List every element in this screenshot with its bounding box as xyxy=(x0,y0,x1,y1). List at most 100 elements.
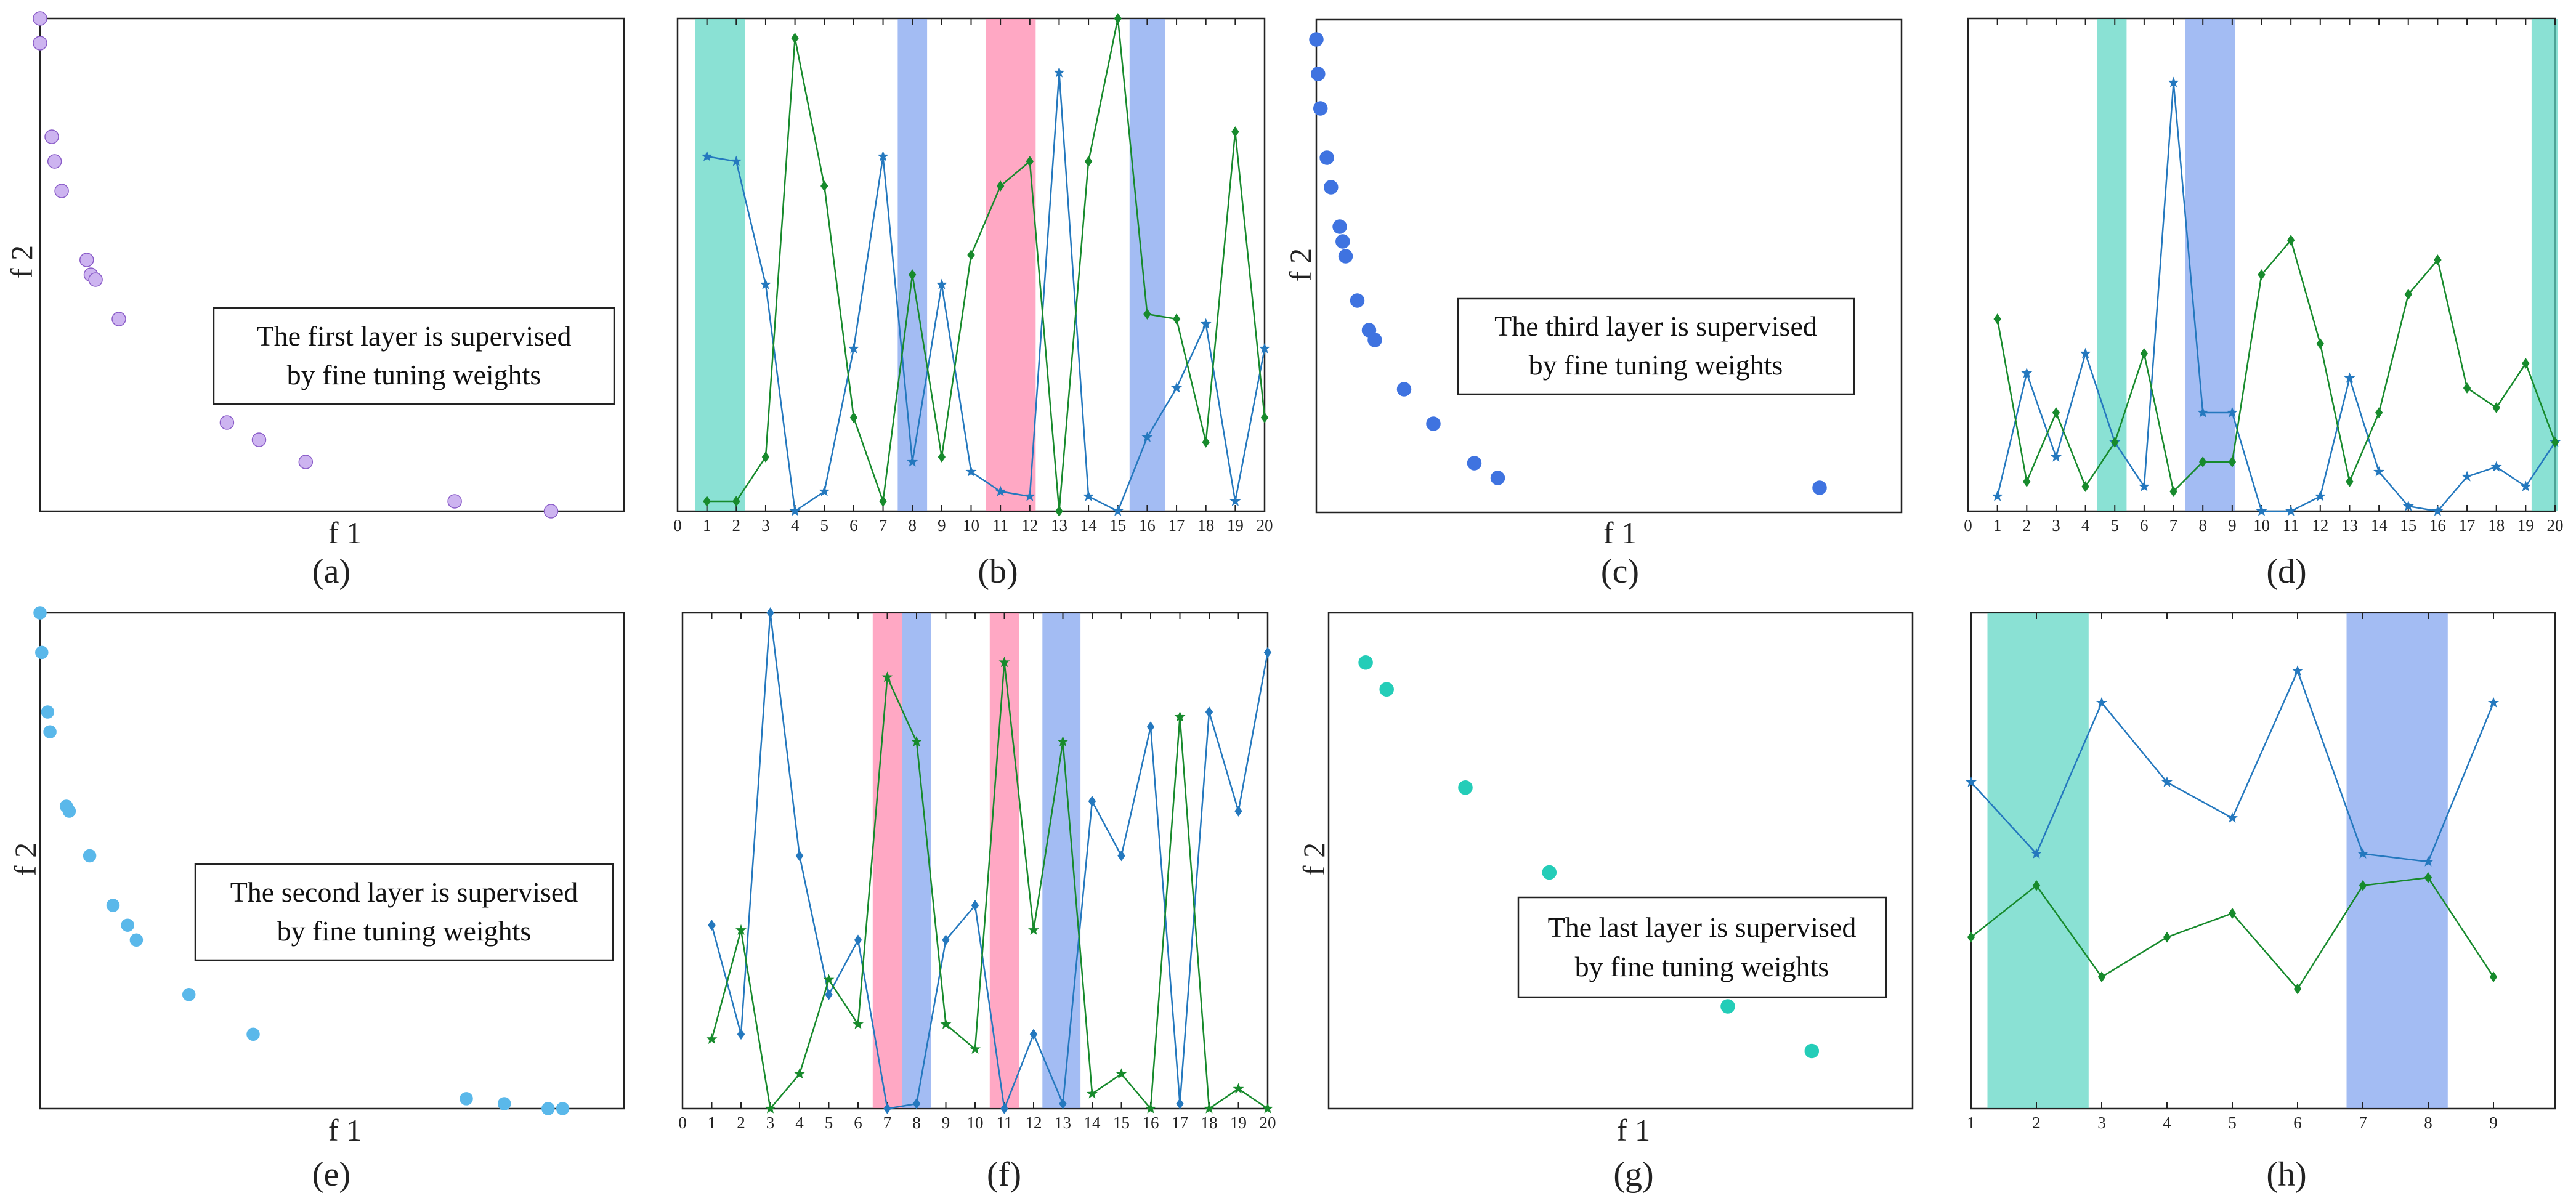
x-tick-label-15: 15 xyxy=(2400,516,2416,535)
scatter-point-15 xyxy=(541,1102,555,1115)
panel-f-line-chart: 0 1 2 3 4 5 6 7 8 9 10 11 12 13 14 15 16 17 18 19 20 (f) xyxy=(678,607,1276,1194)
series-green-point-7 xyxy=(881,671,893,682)
series-green-point-9 xyxy=(2228,456,2237,467)
x-tick-label-6: 6 xyxy=(854,1114,862,1132)
series-green-point-2 xyxy=(735,924,747,935)
panel-g-scatter: f 1 f 2 The last layer is supervised by … xyxy=(1297,612,1914,1194)
series-blue-point-3 xyxy=(759,278,771,289)
panel-e-scatter: f 1 f 2 The second layer is supervised b… xyxy=(8,606,625,1194)
series-green-point-3 xyxy=(2097,971,2106,983)
series-green-point-17 xyxy=(1174,711,1186,722)
x-tick-label-11: 11 xyxy=(992,516,1008,535)
panel-caption: (g) xyxy=(1613,1155,1653,1194)
highlight-band-1 xyxy=(872,613,902,1108)
x-tick-label-16: 16 xyxy=(2429,516,2446,535)
series-blue-point-6 xyxy=(2138,480,2150,491)
x-tick-label-15: 15 xyxy=(1109,516,1126,535)
plot-frame xyxy=(1315,18,1903,514)
annotation-line-1: The third layer is supervised xyxy=(1494,310,1817,342)
x-tick-label-4: 4 xyxy=(795,1114,804,1132)
y-axis-label: f 2 xyxy=(1297,843,1331,876)
series-blue-point-8 xyxy=(912,1098,921,1109)
scatter-point-16 xyxy=(556,1102,570,1115)
series-green-point-5 xyxy=(823,974,835,985)
scatter-point-9 xyxy=(121,918,134,932)
scatter-point-10 xyxy=(129,933,144,947)
x-axis-label: f 1 xyxy=(328,1113,362,1147)
series-green-point-15 xyxy=(1116,1068,1127,1079)
series-blue-point-2 xyxy=(737,1029,745,1040)
series-blue-point-10 xyxy=(2256,505,2267,516)
scatter-point-5 xyxy=(1324,180,1339,195)
x-tick-label-3: 3 xyxy=(2052,516,2060,535)
series-blue-point-18 xyxy=(1200,318,1212,329)
scatter-point-4 xyxy=(43,725,57,738)
series-blue-point-15 xyxy=(1112,505,1124,516)
series-blue-point-20 xyxy=(1259,342,1270,354)
y-axis-label: f 2 xyxy=(8,843,43,876)
series-green-point-4 xyxy=(2163,931,2171,943)
x-tick-label-1: 1 xyxy=(1967,1114,1975,1132)
series-green-point-6 xyxy=(849,412,858,423)
panel-caption: (f) xyxy=(987,1155,1021,1194)
scatter-point-14 xyxy=(543,504,559,519)
scatter-point-5 xyxy=(1720,999,1735,1014)
series-green-point-2 xyxy=(2032,880,2041,891)
x-tick-label-0: 0 xyxy=(673,516,682,535)
scatter-point-8 xyxy=(88,272,103,287)
annotation-line-1: The first layer is supervised xyxy=(257,320,572,352)
scatter-point-11 xyxy=(1367,333,1382,347)
scatter-point-3 xyxy=(1458,780,1473,795)
x-tick-label-8: 8 xyxy=(2424,1114,2432,1132)
x-tick-label-2: 2 xyxy=(2023,516,2031,535)
series-blue-point-9 xyxy=(2488,697,2499,708)
scatter-point-2 xyxy=(1311,67,1326,81)
x-tick-label-13: 13 xyxy=(2341,516,2358,535)
x-tick-label-2: 2 xyxy=(2032,1114,2041,1132)
series-line-green xyxy=(1996,238,2556,493)
series-blue-point-7 xyxy=(877,150,889,161)
scatter-point-12 xyxy=(246,1027,260,1041)
series-green-point-5 xyxy=(2111,437,2119,448)
series-blue-point-15 xyxy=(1117,850,1125,862)
scatter-point-6 xyxy=(1332,219,1347,234)
x-tick-label-10: 10 xyxy=(2253,516,2270,535)
series-green-point-1 xyxy=(706,1033,718,1044)
y-axis-label: f 2 xyxy=(4,245,39,278)
x-tick-label-7: 7 xyxy=(2359,1114,2367,1132)
series-green-point-18 xyxy=(2492,402,2500,413)
series-blue-point-18 xyxy=(1205,706,1213,718)
scatter-point-4 xyxy=(1319,150,1334,165)
x-tick-label-2: 2 xyxy=(732,516,741,535)
plot-frame xyxy=(681,612,1269,1110)
x-tick-label-3: 3 xyxy=(2097,1114,2106,1132)
x-tick-label-20: 20 xyxy=(2547,516,2564,535)
panel-d-line-chart: 0 1 2 3 4 5 6 7 8 9 10 11 12 13 14 15 16 17 18 19 20 (d) xyxy=(1964,17,2564,591)
series-green-point-15 xyxy=(2404,289,2412,300)
x-tick-label-18: 18 xyxy=(2488,516,2505,535)
series-blue-point-10 xyxy=(971,900,979,911)
annotation-line-1: The last layer is supervised xyxy=(1548,912,1857,943)
x-tick-label-10: 10 xyxy=(967,1114,984,1132)
scatter-point-2 xyxy=(33,36,47,51)
plot-frame xyxy=(1967,17,2556,512)
scatter-point-9 xyxy=(1350,293,1365,308)
series-blue-point-17 xyxy=(2461,471,2473,482)
scatter-point-8 xyxy=(106,899,120,912)
x-tick-label-1: 1 xyxy=(703,516,711,535)
series-blue-point-16 xyxy=(1141,431,1153,442)
series-green-point-10 xyxy=(967,249,975,261)
scatter-point-14 xyxy=(497,1097,511,1110)
series-green-point-17 xyxy=(1172,313,1181,325)
x-tick-label-10: 10 xyxy=(963,516,979,535)
series-green-point-19 xyxy=(1231,126,1239,137)
series-green-point-8 xyxy=(2198,456,2207,467)
series-blue-point-17 xyxy=(1176,1098,1184,1109)
series-blue-point-11 xyxy=(995,485,1007,496)
series-blue-point-12 xyxy=(2314,490,2326,501)
series-blue-point-1 xyxy=(1966,776,1977,787)
series-green-point-2 xyxy=(2023,476,2031,487)
panel-caption: (c) xyxy=(1601,552,1639,591)
panel-h-line-chart: 1 2 3 4 5 6 7 8 9 (h) xyxy=(1966,612,2556,1194)
annotation-line-1: The second layer is supervised xyxy=(230,876,578,908)
